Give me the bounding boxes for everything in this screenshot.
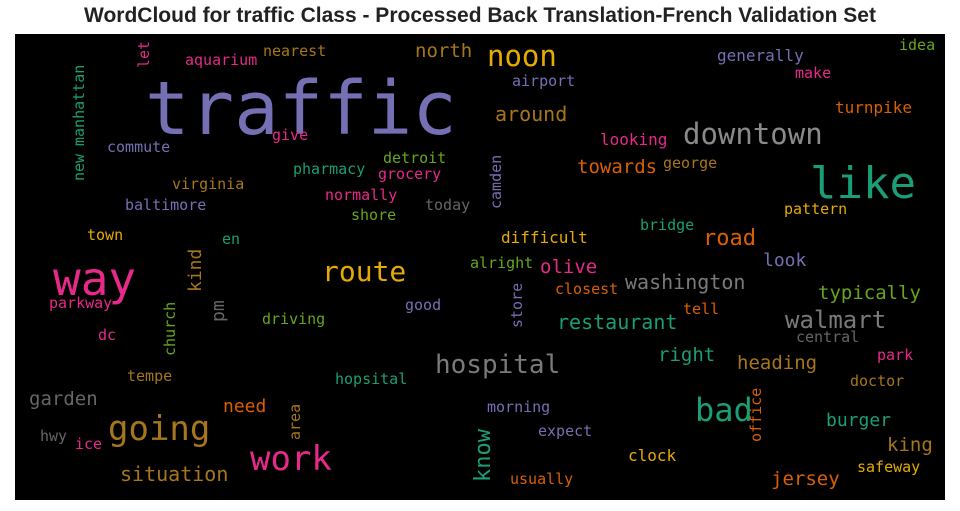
word-need: need: [223, 396, 267, 417]
word-hwy: hwy: [40, 427, 68, 445]
word-downtown: downtown: [683, 117, 823, 151]
word-noon: noon: [487, 39, 557, 73]
word-grocery: grocery: [378, 165, 442, 183]
word-burger: burger: [826, 410, 892, 431]
word-clock: clock: [628, 446, 677, 465]
word-generally: generally: [717, 46, 804, 65]
word-driving: driving: [262, 310, 326, 328]
word-today: today: [425, 196, 471, 214]
word-park: park: [877, 346, 914, 364]
word-shore: shore: [351, 206, 397, 224]
word-jersey: jersey: [771, 468, 840, 490]
chart-title: WordCloud for traffic Class - Processed …: [84, 4, 876, 27]
word-virginia: virginia: [172, 175, 245, 193]
word-tell: tell: [683, 300, 720, 318]
word-morning: morning: [487, 398, 551, 416]
word-manhattan: manhattan: [70, 64, 88, 146]
word-town: town: [87, 226, 124, 244]
word-restaurant: restaurant: [557, 310, 678, 334]
word-good: good: [405, 296, 442, 314]
word-going: going: [108, 409, 211, 449]
word-aquarium: aquarium: [185, 51, 258, 69]
word-typically: typically: [818, 282, 921, 304]
wordcloud-canvas: traffic way like downtown noon route going work…: [15, 34, 945, 500]
word-like: like: [810, 158, 916, 209]
word-usually: usually: [510, 470, 574, 488]
word-washington: washington: [625, 270, 746, 294]
word-george: george: [663, 154, 718, 172]
word-around: around: [495, 102, 568, 126]
word-way: way: [53, 252, 137, 306]
word-nearest: nearest: [263, 42, 327, 60]
word-area: area: [286, 403, 304, 440]
word-work: work: [250, 439, 332, 479]
word-ice: ice: [75, 435, 103, 453]
word-bad: bad: [695, 391, 753, 429]
word-normally: normally: [325, 186, 398, 204]
word-give: give: [272, 126, 309, 144]
word-looking: looking: [600, 130, 668, 149]
word-difficult: difficult: [501, 228, 588, 247]
word-doctor: doctor: [850, 372, 905, 390]
word-alright: alright: [470, 254, 534, 272]
word-tempe: tempe: [127, 367, 173, 385]
word-heading: heading: [737, 352, 818, 374]
word-central: central: [796, 328, 860, 346]
word-make: make: [795, 64, 832, 82]
word-know: know: [471, 429, 496, 482]
word-walmart: walmart: [785, 306, 887, 334]
word-towards: towards: [577, 156, 658, 178]
word-safeway: safeway: [857, 458, 921, 476]
word-turnpike: turnpike: [835, 98, 913, 117]
word-kind: kind: [185, 248, 206, 292]
word-baltimore: baltimore: [125, 196, 207, 214]
word-bridge: bridge: [640, 216, 695, 234]
word-church: church: [161, 301, 179, 356]
word-office: office: [747, 387, 765, 442]
word-situation: situation: [120, 462, 229, 486]
word-camden: camden: [487, 154, 505, 209]
word-hospital: hospital: [435, 350, 561, 380]
word-expect: expect: [538, 422, 593, 440]
word-right: right: [658, 344, 716, 366]
word-new: new: [70, 153, 88, 181]
word-hopsital: hopsital: [335, 370, 408, 388]
word-pattern: pattern: [784, 200, 848, 218]
word-pharmacy: pharmacy: [293, 160, 366, 178]
word-airport: airport: [512, 72, 576, 90]
word-en: en: [222, 230, 241, 248]
word-detroit: detroit: [383, 149, 447, 167]
word-idea: idea: [899, 36, 936, 54]
word-king: king: [887, 434, 933, 456]
word-route: route: [322, 255, 407, 288]
word-road: road: [703, 226, 756, 251]
word-closest: closest: [555, 280, 619, 298]
word-commute: commute: [107, 138, 171, 156]
word-let: let: [135, 40, 153, 68]
word-store: store: [508, 282, 526, 328]
word-pm: pm: [208, 300, 229, 322]
word-parkway: parkway: [49, 294, 113, 312]
word-garden: garden: [29, 388, 98, 410]
word-traffic: traffic: [145, 66, 457, 152]
word-dc: dc: [98, 326, 117, 344]
word-olive: olive: [540, 256, 598, 278]
word-look: look: [763, 250, 807, 271]
word-north: north: [415, 40, 473, 62]
